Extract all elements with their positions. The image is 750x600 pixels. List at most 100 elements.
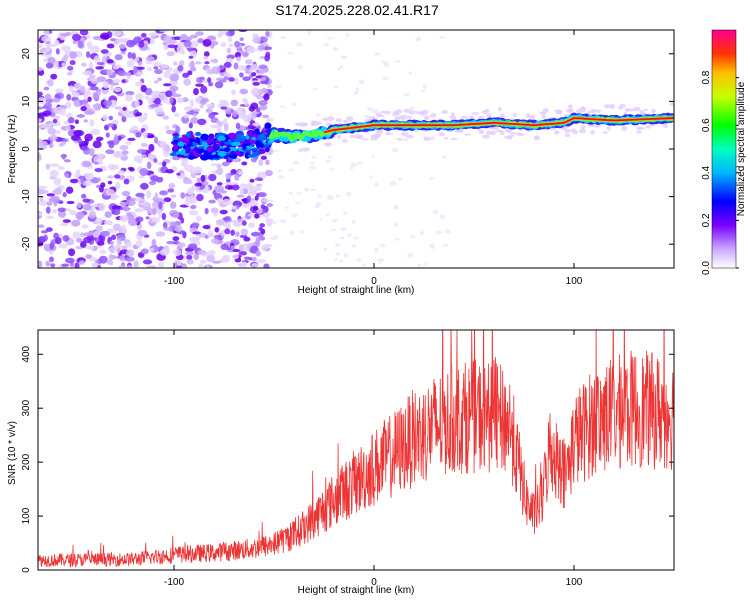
spectrogram-noise-blob xyxy=(242,203,250,208)
spectrogram-noise-blob xyxy=(374,247,379,253)
spectrogram-noise-blob xyxy=(438,36,446,39)
spectrogram-y-label: Frequency (Hz) xyxy=(7,115,18,184)
spectrogram-noise-blob xyxy=(50,134,58,142)
spectrogram-noise-blob xyxy=(278,174,284,180)
spectrogram-noise-blob xyxy=(121,245,128,250)
spectrogram-noise-blob xyxy=(155,231,166,237)
spectrogram-noise-blob xyxy=(67,117,75,124)
colorbar-tick-label: 0.2 xyxy=(701,213,712,227)
spectrogram-noise-blob xyxy=(121,115,127,123)
spectrogram-noise-blob xyxy=(100,230,110,237)
spectrogram-halo-blob xyxy=(337,134,342,139)
spectrogram-noise-blob xyxy=(230,108,235,114)
spectrogram-ridge-blob xyxy=(242,143,247,150)
spectrogram-halo-blob xyxy=(301,147,310,152)
spectrogram-noise-blob xyxy=(42,124,52,130)
spectrogram-noise-blob xyxy=(38,153,42,161)
spectrogram-noise-blob xyxy=(239,187,244,195)
spectrogram-halo-blob xyxy=(638,127,646,130)
spectrogram-noise-blob xyxy=(247,213,257,217)
spectrogram-noise-blob xyxy=(353,236,359,240)
spectrogram-noise-blob xyxy=(131,52,136,60)
spectrogram-noise-blob xyxy=(107,180,113,185)
spectrogram-noise-blob xyxy=(363,114,371,119)
spectrogram-noise-blob xyxy=(210,163,217,167)
spectrogram-noise-blob xyxy=(162,222,168,228)
spectrogram-noise-blob xyxy=(112,78,121,84)
spectrogram-noise-blob xyxy=(223,61,232,69)
spectrogram-noise-blob xyxy=(258,64,268,69)
spectrogram-noise-blob xyxy=(61,62,67,68)
spectrogram-noise-blob xyxy=(48,122,58,126)
spectrogram-noise-blob xyxy=(149,104,159,108)
spectrogram-noise-blob xyxy=(90,128,100,136)
spectrogram-noise-blob xyxy=(334,243,341,247)
spectrogram-halo-blob xyxy=(443,136,449,140)
spectrogram-noise-blob xyxy=(50,195,60,202)
spectrogram-noise-blob xyxy=(208,112,216,119)
spectrogram-noise-blob xyxy=(218,99,228,104)
spectrogram-noise-blob xyxy=(92,92,100,101)
spectrogram-y-tick-label: -20 xyxy=(21,237,32,252)
spectrogram-noise-blob xyxy=(403,92,410,97)
spectrogram-x-label: Height of straight line (km) xyxy=(298,285,415,296)
spectrogram-ridge-blob xyxy=(170,140,178,145)
spectrogram-noise-blob xyxy=(95,225,103,232)
spectrogram-halo-blob xyxy=(349,134,355,139)
spectrogram-noise-blob xyxy=(180,192,186,199)
spectrogram-noise-blob xyxy=(169,96,174,104)
spectrogram-noise-blob xyxy=(72,231,81,239)
spectrogram-noise-blob xyxy=(252,36,262,44)
spectrogram-ridge-blob xyxy=(201,141,208,147)
spectrogram-noise-blob xyxy=(275,85,283,88)
spectrogram-noise-blob xyxy=(105,189,115,196)
spectrogram-noise-blob xyxy=(189,99,195,107)
spectrogram-noise-blob xyxy=(210,238,219,244)
spectrogram-noise-blob xyxy=(81,160,92,168)
spectrogram-noise-blob xyxy=(162,83,172,87)
spectrogram-noise-blob xyxy=(382,76,389,81)
spectrogram-noise-blob xyxy=(80,176,85,184)
spectrogram-noise-blob xyxy=(134,197,144,202)
spectrogram-noise-blob xyxy=(176,172,181,176)
spectrogram-noise-blob xyxy=(189,66,197,72)
spectrogram-noise-blob xyxy=(199,259,207,264)
spectrogram-noise-blob xyxy=(88,61,94,70)
spectrogram-noise-blob xyxy=(134,100,140,108)
spectrogram-noise-blob xyxy=(245,64,252,69)
spectrogram-noise-blob xyxy=(173,248,182,257)
spectrogram-noise-blob xyxy=(346,233,353,237)
spectrogram-noise-blob xyxy=(356,258,362,262)
spectrogram-noise-blob xyxy=(147,152,154,160)
spectrogram-noise-blob xyxy=(263,93,270,101)
spectrogram-noise-blob xyxy=(226,221,231,228)
spectrogram-noise-blob xyxy=(338,259,344,263)
spectrogram-halo-blob xyxy=(341,139,347,143)
spectrogram-noise-blob xyxy=(38,199,48,206)
spectrogram-noise-blob xyxy=(89,148,95,157)
spectrogram-noise-blob xyxy=(164,144,170,152)
spectrogram-ridge-blob xyxy=(217,135,226,142)
spectrogram-noise-blob xyxy=(119,215,129,222)
spectrogram-noise-blob xyxy=(239,72,244,78)
spectrogram-noise-blob xyxy=(335,252,341,256)
spectrogram-noise-blob xyxy=(135,239,143,248)
spectrogram-noise-blob xyxy=(126,265,133,268)
spectrogram-noise-blob xyxy=(192,112,198,118)
spectrogram-noise-blob xyxy=(241,161,248,166)
spectrogram-halo-blob xyxy=(581,107,587,113)
spectrogram-noise-blob xyxy=(237,218,244,222)
spectrogram-noise-blob xyxy=(135,132,142,138)
spectrogram-noise-blob xyxy=(171,105,176,113)
spectrogram-noise-blob xyxy=(260,204,266,210)
colorbar-tick-label: 0.4 xyxy=(701,165,712,179)
spectrogram-noise-blob xyxy=(128,167,135,172)
spectrogram-noise-blob xyxy=(145,216,150,220)
spectrogram-ridge-blob xyxy=(205,154,215,160)
spectrogram-noise-blob xyxy=(83,119,89,123)
spectrogram-ridge-blob xyxy=(251,136,256,141)
spectrogram-noise-blob xyxy=(188,210,199,216)
spectrogram-noise-blob xyxy=(143,112,148,121)
spectrogram-noise-blob xyxy=(118,265,125,268)
spectrogram-noise-blob xyxy=(57,166,65,171)
